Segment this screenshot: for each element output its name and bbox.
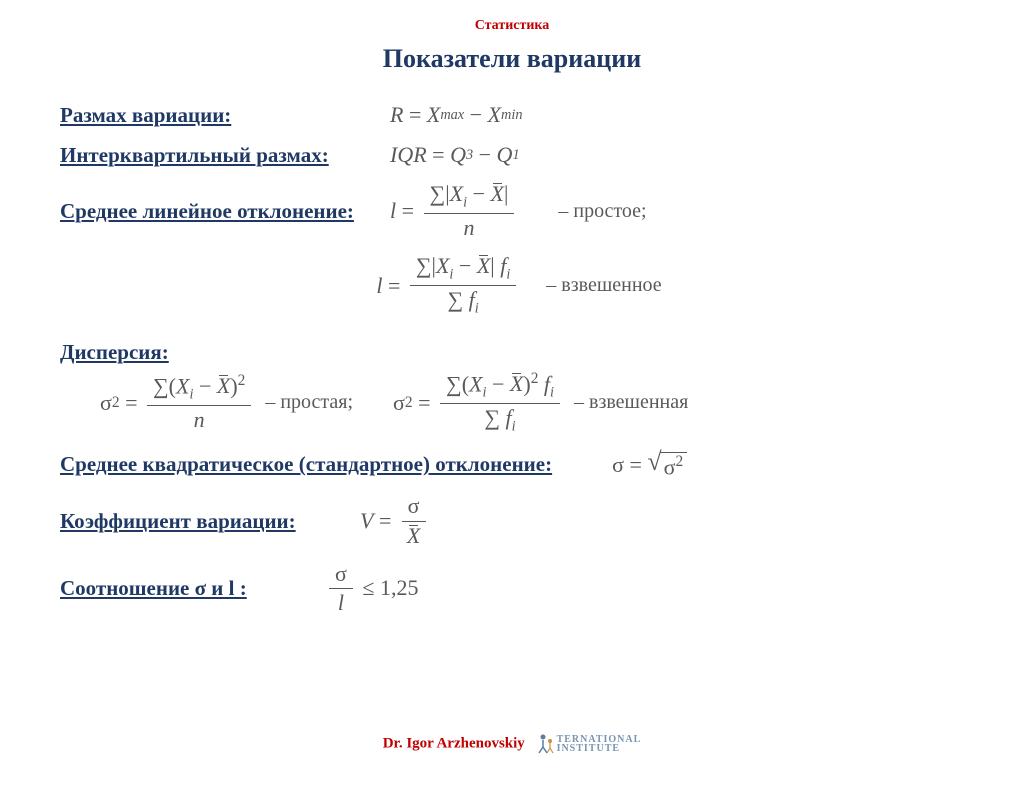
row-mad-simple: Среднее линейное отклонение: l = ∑|Xi − … (60, 182, 984, 240)
formula-ratio: σ l ≤ 1,25 (325, 562, 418, 615)
label-iqr: Интерквартильный размах: (60, 143, 390, 168)
label-mad: Среднее линейное отклонение: (60, 199, 390, 224)
suffix-variance-simple: – простая; (265, 391, 353, 414)
ratio-constant: 1,25 (380, 575, 419, 601)
logo-icon (537, 733, 555, 755)
row-ratio: Соотношение σ и l : σ l ≤ 1,25 (60, 562, 984, 615)
row-variance: σ2 = ∑(Xi − X)2 n – простая; σ2 = ∑(Xi −… (100, 371, 984, 436)
formula-mad-weighted: l = ∑|Xi − X| fi ∑ fi (376, 254, 520, 317)
label-range: Размах вариации: (60, 103, 390, 128)
row-cv: Коэффициент вариации: V = σ X (60, 494, 984, 547)
suffix-variance-weighted: – взвешенная (574, 391, 688, 414)
content-area: Размах вариации: R = Xmax − Xmin Интеркв… (60, 102, 984, 615)
formula-variance-simple: σ2 = ∑(Xi − X)2 n (100, 373, 255, 433)
label-ratio: Соотношение σ и l : (60, 576, 325, 601)
label-cv: Коэффициент вариации: (60, 509, 360, 534)
formula-std: σ = √ σ2 (612, 449, 687, 480)
label-std: Среднее квадратическое (стандартное) отк… (60, 452, 552, 477)
label-variance: Дисперсия: (60, 340, 984, 365)
formula-mad-simple: l = ∑|Xi − X| n (390, 182, 518, 240)
formula-range: R = Xmax − Xmin (390, 102, 522, 128)
footer: Dr. Igor Arzhenovskiy TERNATIONALINSTITU… (0, 733, 1024, 755)
suffix-mad-simple: – простое; (558, 200, 646, 223)
page-title: Показатели вариации (0, 44, 1024, 74)
footer-logo: TERNATIONALINSTITUTE (537, 733, 642, 755)
header-category: Статистика (0, 18, 1024, 34)
formula-variance-weighted: σ2 = ∑(Xi − X)2 fi ∑ fi (393, 371, 564, 436)
formula-cv: V = σ X (360, 494, 430, 547)
row-range: Размах вариации: R = Xmax − Xmin (60, 102, 984, 128)
logo-text: TERNATIONALINSTITUTE (557, 735, 642, 753)
formula-iqr: IQR = Q3 − Q1 (390, 142, 520, 168)
row-std: Среднее квадратическое (стандартное) отк… (60, 449, 984, 480)
suffix-mad-weighted: – взвешенное (540, 272, 667, 299)
row-iqr: Интерквартильный размах: IQR = Q3 − Q1 (60, 142, 984, 168)
row-mad-weighted: l = ∑|Xi − X| fi ∑ fi – взвешенное (60, 254, 984, 317)
footer-author: Dr. Igor Arzhenovskiy (383, 735, 525, 751)
